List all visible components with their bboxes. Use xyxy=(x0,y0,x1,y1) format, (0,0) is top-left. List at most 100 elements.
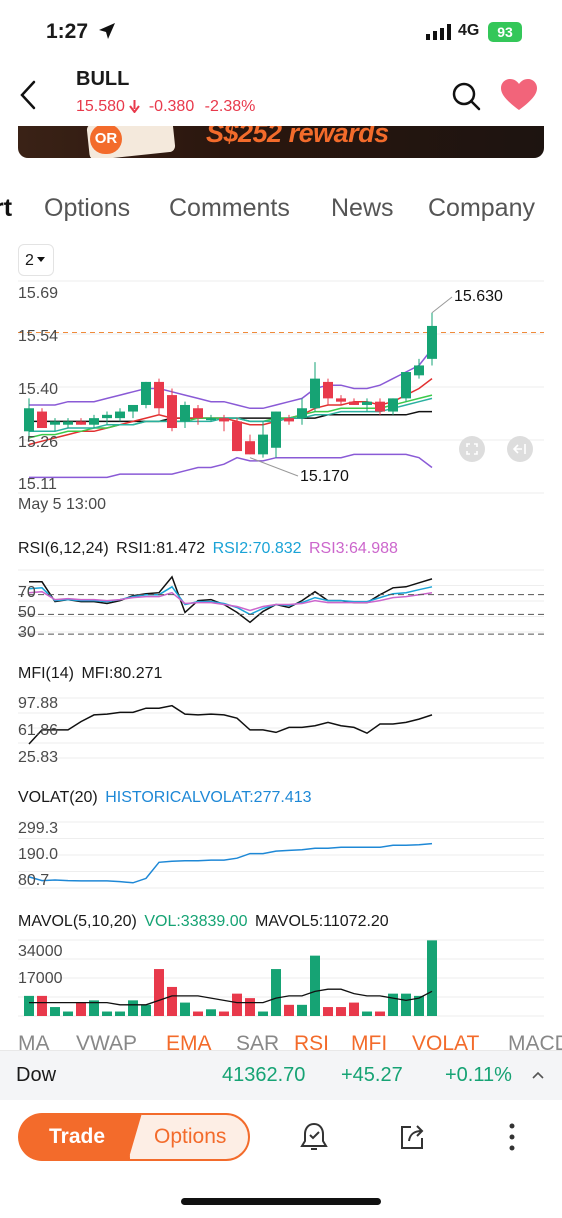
mavol-header: MAVOL(5,10,20) VOL:33839.00 MAVOL5:11072… xyxy=(18,913,389,931)
last-price: 15.580 xyxy=(76,98,125,115)
home-indicator xyxy=(181,1198,381,1205)
battery-icon: 93 xyxy=(488,22,522,42)
back-arrow-icon[interactable] xyxy=(14,78,44,112)
mfi-title: MFI(14) xyxy=(18,665,74,682)
indicator-tab-mfi[interactable]: MFI xyxy=(351,1032,388,1050)
indicator-tab-ema[interactable]: EMA xyxy=(166,1032,212,1050)
candle-body xyxy=(427,325,437,359)
volat-axis-label: 80.7 xyxy=(18,872,50,889)
last-price-marker: 15.630 xyxy=(454,288,503,305)
low-price-pointer xyxy=(249,457,299,477)
candle-body xyxy=(37,411,47,429)
volume-bar xyxy=(232,993,242,1016)
candle-body xyxy=(375,401,385,412)
tab-company[interactable]: Company xyxy=(428,194,535,222)
mfi-header: MFI(14) MFI:80.271 xyxy=(18,665,162,683)
volume-bar xyxy=(336,1007,346,1016)
volat-value: HISTORICALVOLAT:277.413 xyxy=(105,789,312,806)
clock: 1:27 xyxy=(46,20,89,43)
mavol5-value: MAVOL5:11072.20 xyxy=(254,913,389,930)
indicator-tab-ma[interactable]: MA xyxy=(18,1032,50,1050)
banner-badge: OR xyxy=(90,126,122,154)
volume-bar xyxy=(323,1007,333,1016)
rsi-title: RSI(6,12,24) xyxy=(18,540,109,557)
candle-body xyxy=(336,398,346,402)
volat-line xyxy=(28,842,433,884)
low-price-marker: 15.170 xyxy=(300,468,349,485)
candle-body xyxy=(232,421,242,452)
volat-header: VOLAT(20) HISTORICALVOLAT:277.413 xyxy=(18,789,312,807)
volat-axis-label: 299.3 xyxy=(18,820,59,837)
options-button[interactable]: Options xyxy=(128,1113,250,1161)
section-tabs: rt Options Comments News Company xyxy=(0,188,562,234)
promo-banner[interactable]: OR S$252 rewards xyxy=(18,126,544,158)
collapse-icon[interactable] xyxy=(507,436,533,462)
volume-bar xyxy=(362,1011,372,1016)
chevron-up-icon[interactable] xyxy=(532,1071,544,1079)
indicator-tab-volat[interactable]: VOLAT xyxy=(412,1032,480,1050)
volume-bar xyxy=(141,1004,151,1016)
bottom-toolbar: Trade Options xyxy=(0,1100,562,1170)
tab-news[interactable]: News xyxy=(331,194,394,222)
volume-bar xyxy=(271,969,281,1016)
price-axis-label: 15.69 xyxy=(18,285,59,302)
volume-bar xyxy=(115,1011,125,1016)
signal-icon xyxy=(426,24,451,40)
share-icon[interactable] xyxy=(397,1122,427,1152)
stock-header: BULL 15.580 -0.380 -2.38% xyxy=(0,64,562,126)
volume-bar xyxy=(258,1011,268,1016)
mfi-value: MFI:80.271 xyxy=(81,665,163,682)
candle-body xyxy=(284,418,294,422)
price-axis-label: 15.26 xyxy=(18,434,59,451)
period-selector[interactable]: 2 xyxy=(18,244,54,276)
tab-options[interactable]: Options xyxy=(44,194,131,222)
candle-body xyxy=(63,421,73,425)
volume-bar xyxy=(388,993,398,1016)
index-ticker-bar[interactable]: Dow 41362.70 +45.27 +0.11% xyxy=(0,1050,562,1100)
candle-body xyxy=(414,365,424,376)
candle-body xyxy=(115,411,125,419)
volat-title: VOLAT(20) xyxy=(18,789,98,806)
indicator-tab-vwap[interactable]: VWAP xyxy=(76,1032,138,1050)
indicator-tab-sar[interactable]: SAR xyxy=(236,1032,280,1050)
mfi-axis-label: 61.86 xyxy=(18,722,59,739)
mavol-axis-label: 34000 xyxy=(18,943,63,960)
alert-bell-icon[interactable] xyxy=(299,1121,329,1153)
index-name: Dow xyxy=(16,1064,57,1086)
rsi-axis-label: 30 xyxy=(18,624,36,641)
volume-bar xyxy=(76,1002,86,1016)
volume-bar xyxy=(245,998,255,1016)
fullscreen-icon[interactable] xyxy=(459,436,485,462)
down-arrow-icon xyxy=(129,100,141,114)
tab-chart[interactable]: rt xyxy=(0,194,13,222)
volume-bar xyxy=(89,1000,99,1016)
volume-bar xyxy=(206,1009,216,1016)
volume-bar xyxy=(167,986,177,1016)
volume-bar xyxy=(63,1011,73,1016)
heart-icon[interactable] xyxy=(500,78,538,112)
index-value: 41362.70 xyxy=(222,1064,306,1086)
rsi-axis-label: 70 xyxy=(18,584,36,601)
tab-comments[interactable]: Comments xyxy=(169,194,290,222)
banner-text: S$252 rewards xyxy=(206,126,389,148)
mfi-axis-label: 25.83 xyxy=(18,749,59,766)
mavol-title: MAVOL(5,10,20) xyxy=(18,913,137,930)
candle-body xyxy=(89,418,99,425)
mfi-axis-label: 97.88 xyxy=(18,695,59,712)
volume-bar xyxy=(401,993,411,1016)
volume-bar xyxy=(24,995,34,1016)
search-icon[interactable] xyxy=(450,80,482,112)
volume-bar xyxy=(375,1011,385,1016)
volume-bar xyxy=(219,1011,229,1016)
index-change: +45.27 xyxy=(341,1064,403,1086)
more-vertical-icon[interactable] xyxy=(508,1122,516,1152)
candle-body xyxy=(193,408,203,419)
indicator-tab-rsi[interactable]: RSI xyxy=(294,1032,330,1050)
volume-bar xyxy=(102,1011,112,1016)
volume-bar xyxy=(37,995,47,1016)
candle-body xyxy=(401,372,411,399)
trade-button[interactable]: Trade xyxy=(18,1113,143,1161)
candle-body xyxy=(141,381,151,405)
volume-bar xyxy=(297,1004,307,1016)
